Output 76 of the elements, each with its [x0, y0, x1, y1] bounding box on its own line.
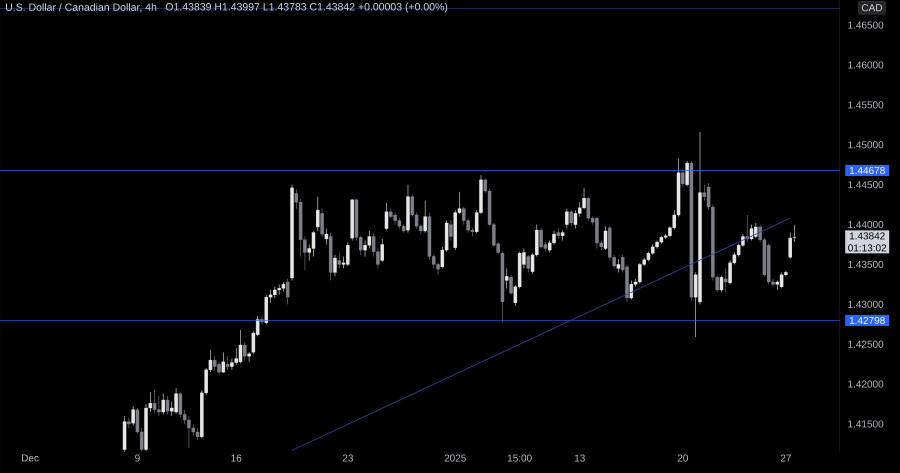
y-tick-label: 1.43500 [848, 260, 884, 268]
candlestick [282, 282, 286, 292]
candlestick [574, 210, 578, 229]
candlestick [423, 200, 427, 233]
candlestick [509, 274, 513, 296]
candlestick [681, 168, 685, 187]
candlestick [127, 417, 131, 428]
candlestick [556, 228, 560, 240]
candlestick [750, 224, 754, 241]
candlestick [230, 358, 234, 370]
candlestick [449, 220, 453, 241]
y-tick-label: 1.46000 [848, 61, 884, 69]
candlestick [226, 356, 230, 370]
candlestick [320, 208, 324, 237]
ref-line-label: 1.42798 [850, 316, 885, 324]
candlestick [196, 428, 200, 440]
x-tick-label: 9 [135, 454, 140, 462]
ref-line-label: 1.44678 [850, 166, 885, 174]
candlestick [238, 330, 242, 364]
candlestick [243, 342, 247, 360]
chart-title: U.S. Dollar / Canadian Dollar, 4h [6, 3, 156, 12]
candlestick [565, 208, 569, 229]
candlestick [792, 224, 796, 242]
candlestick [586, 196, 590, 221]
y-tick-label: 1.42500 [848, 340, 884, 348]
candlestick [363, 240, 367, 257]
candlestick [247, 352, 251, 362]
candlestick [630, 280, 634, 300]
candlestick [380, 238, 384, 262]
text: 01:13:02 [848, 244, 886, 252]
candlestick [286, 278, 290, 305]
candlestick [569, 210, 573, 226]
candlestick [526, 254, 530, 273]
x-tick-label: 23 [342, 454, 353, 462]
x-tick-label: 13 [574, 454, 585, 462]
y-tick-label: 1.43000 [848, 300, 884, 308]
x-tick-label: 16 [231, 454, 242, 462]
candlestick [604, 226, 608, 250]
y-tick-label: 1.46500 [848, 22, 884, 29]
text: 1.43842 [850, 232, 885, 240]
candlestick [316, 196, 320, 232]
y-tick-label: 1.44000 [848, 221, 884, 228]
candlestick [582, 188, 586, 210]
y-axis-title: CAD [862, 4, 882, 12]
candlestick [131, 406, 135, 426]
x-tick-label: Dec [22, 454, 39, 462]
candlestick [161, 393, 165, 415]
candlestick [384, 202, 388, 230]
chart-subtitle: O1.43839 H1.43997 L1.43783 C1.43842 +0.00003 (+0.00%) [166, 2, 448, 13]
candlestick [560, 230, 564, 241]
candlestick [174, 388, 178, 414]
candlestick [338, 252, 342, 269]
candlestick [166, 396, 170, 415]
x-tick-label: 20 [678, 454, 688, 462]
candlestick [720, 275, 724, 293]
candlestick [222, 352, 226, 374]
candlestick [187, 416, 191, 448]
candlestick [333, 254, 337, 277]
y-tick-label: 1.42000 [848, 380, 884, 388]
y-tick-label: 1.45000 [848, 141, 884, 148]
y-tick-label: 1.44500 [848, 181, 884, 188]
candlestick [312, 230, 316, 257]
candlestick [724, 268, 728, 293]
candlestick [505, 268, 508, 289]
y-tick-label: 1.41500 [848, 420, 884, 428]
x-tick-label: 27 [780, 454, 791, 462]
y-tick-label: 1.45500 [848, 101, 884, 108]
candlestick [685, 160, 689, 187]
candlestick [616, 258, 620, 273]
candlestick [178, 392, 182, 418]
candlestick [389, 208, 393, 218]
x-tick-label: 2025 [444, 454, 466, 462]
candlestick [324, 228, 328, 245]
candlestick [788, 232, 792, 260]
x-tick-label: 15:00 [508, 454, 532, 462]
candlestick [217, 361, 221, 375]
